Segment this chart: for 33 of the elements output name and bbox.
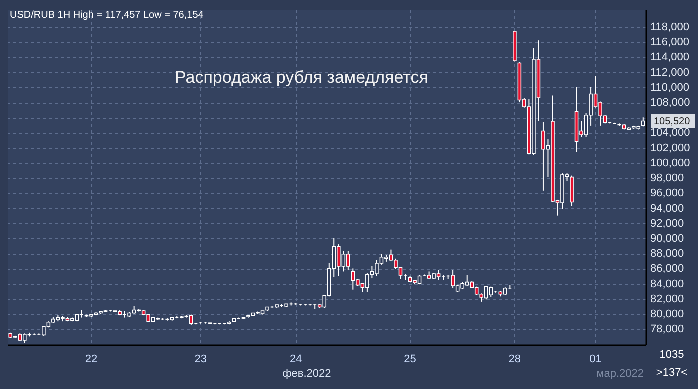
text: мар.2022 [596,368,644,380]
x-tick-label: 23 [194,354,208,366]
y-tick-label: 100,000 [650,157,690,170]
x-tick-label: 22 [85,354,98,366]
x-tick-label: 24 [290,354,302,366]
y-tick-label: 94,000 [650,202,684,215]
text: 105,520 [654,116,691,128]
y-tick-label: 80,000 [650,308,684,321]
chart-subtitle: USD/RUB 1H High = 117,457 Low = 76,154 [10,10,204,21]
text: 1035 [660,349,684,361]
y-tick-label: 90,000 [650,232,684,245]
y-tick-label: 84,000 [650,278,684,290]
y-tick-label: 92,000 [650,218,684,230]
y-tick-label: 104,000 [650,127,690,140]
y-tick-label: 78,000 [650,324,684,336]
x-tick-label: 25 [404,354,416,366]
x-tick-label: 28 [508,354,522,366]
y-tick-label: 96,000 [650,188,684,200]
text: Распродажа рубля замедляется [175,68,428,87]
y-tick-label: 110,000 [650,82,690,94]
y-tick-label: 112,000 [650,66,690,79]
text: >137< [656,367,688,379]
y-tick-label: 108,000 [650,97,690,110]
x-tick-label: 01 [590,354,602,366]
y-tick-label: 102,000 [650,142,690,154]
text: фев.2022 [282,368,332,380]
y-tick-label: 86,000 [650,263,684,276]
y-tick-label: 118,000 [650,21,690,34]
y-tick-label: 82,000 [650,293,684,306]
y-tick-label: 88,000 [650,248,684,260]
y-tick-label: 116,000 [650,36,690,49]
y-tick-label: 98,000 [650,172,684,185]
y-tick-label: 114,000 [650,52,690,64]
